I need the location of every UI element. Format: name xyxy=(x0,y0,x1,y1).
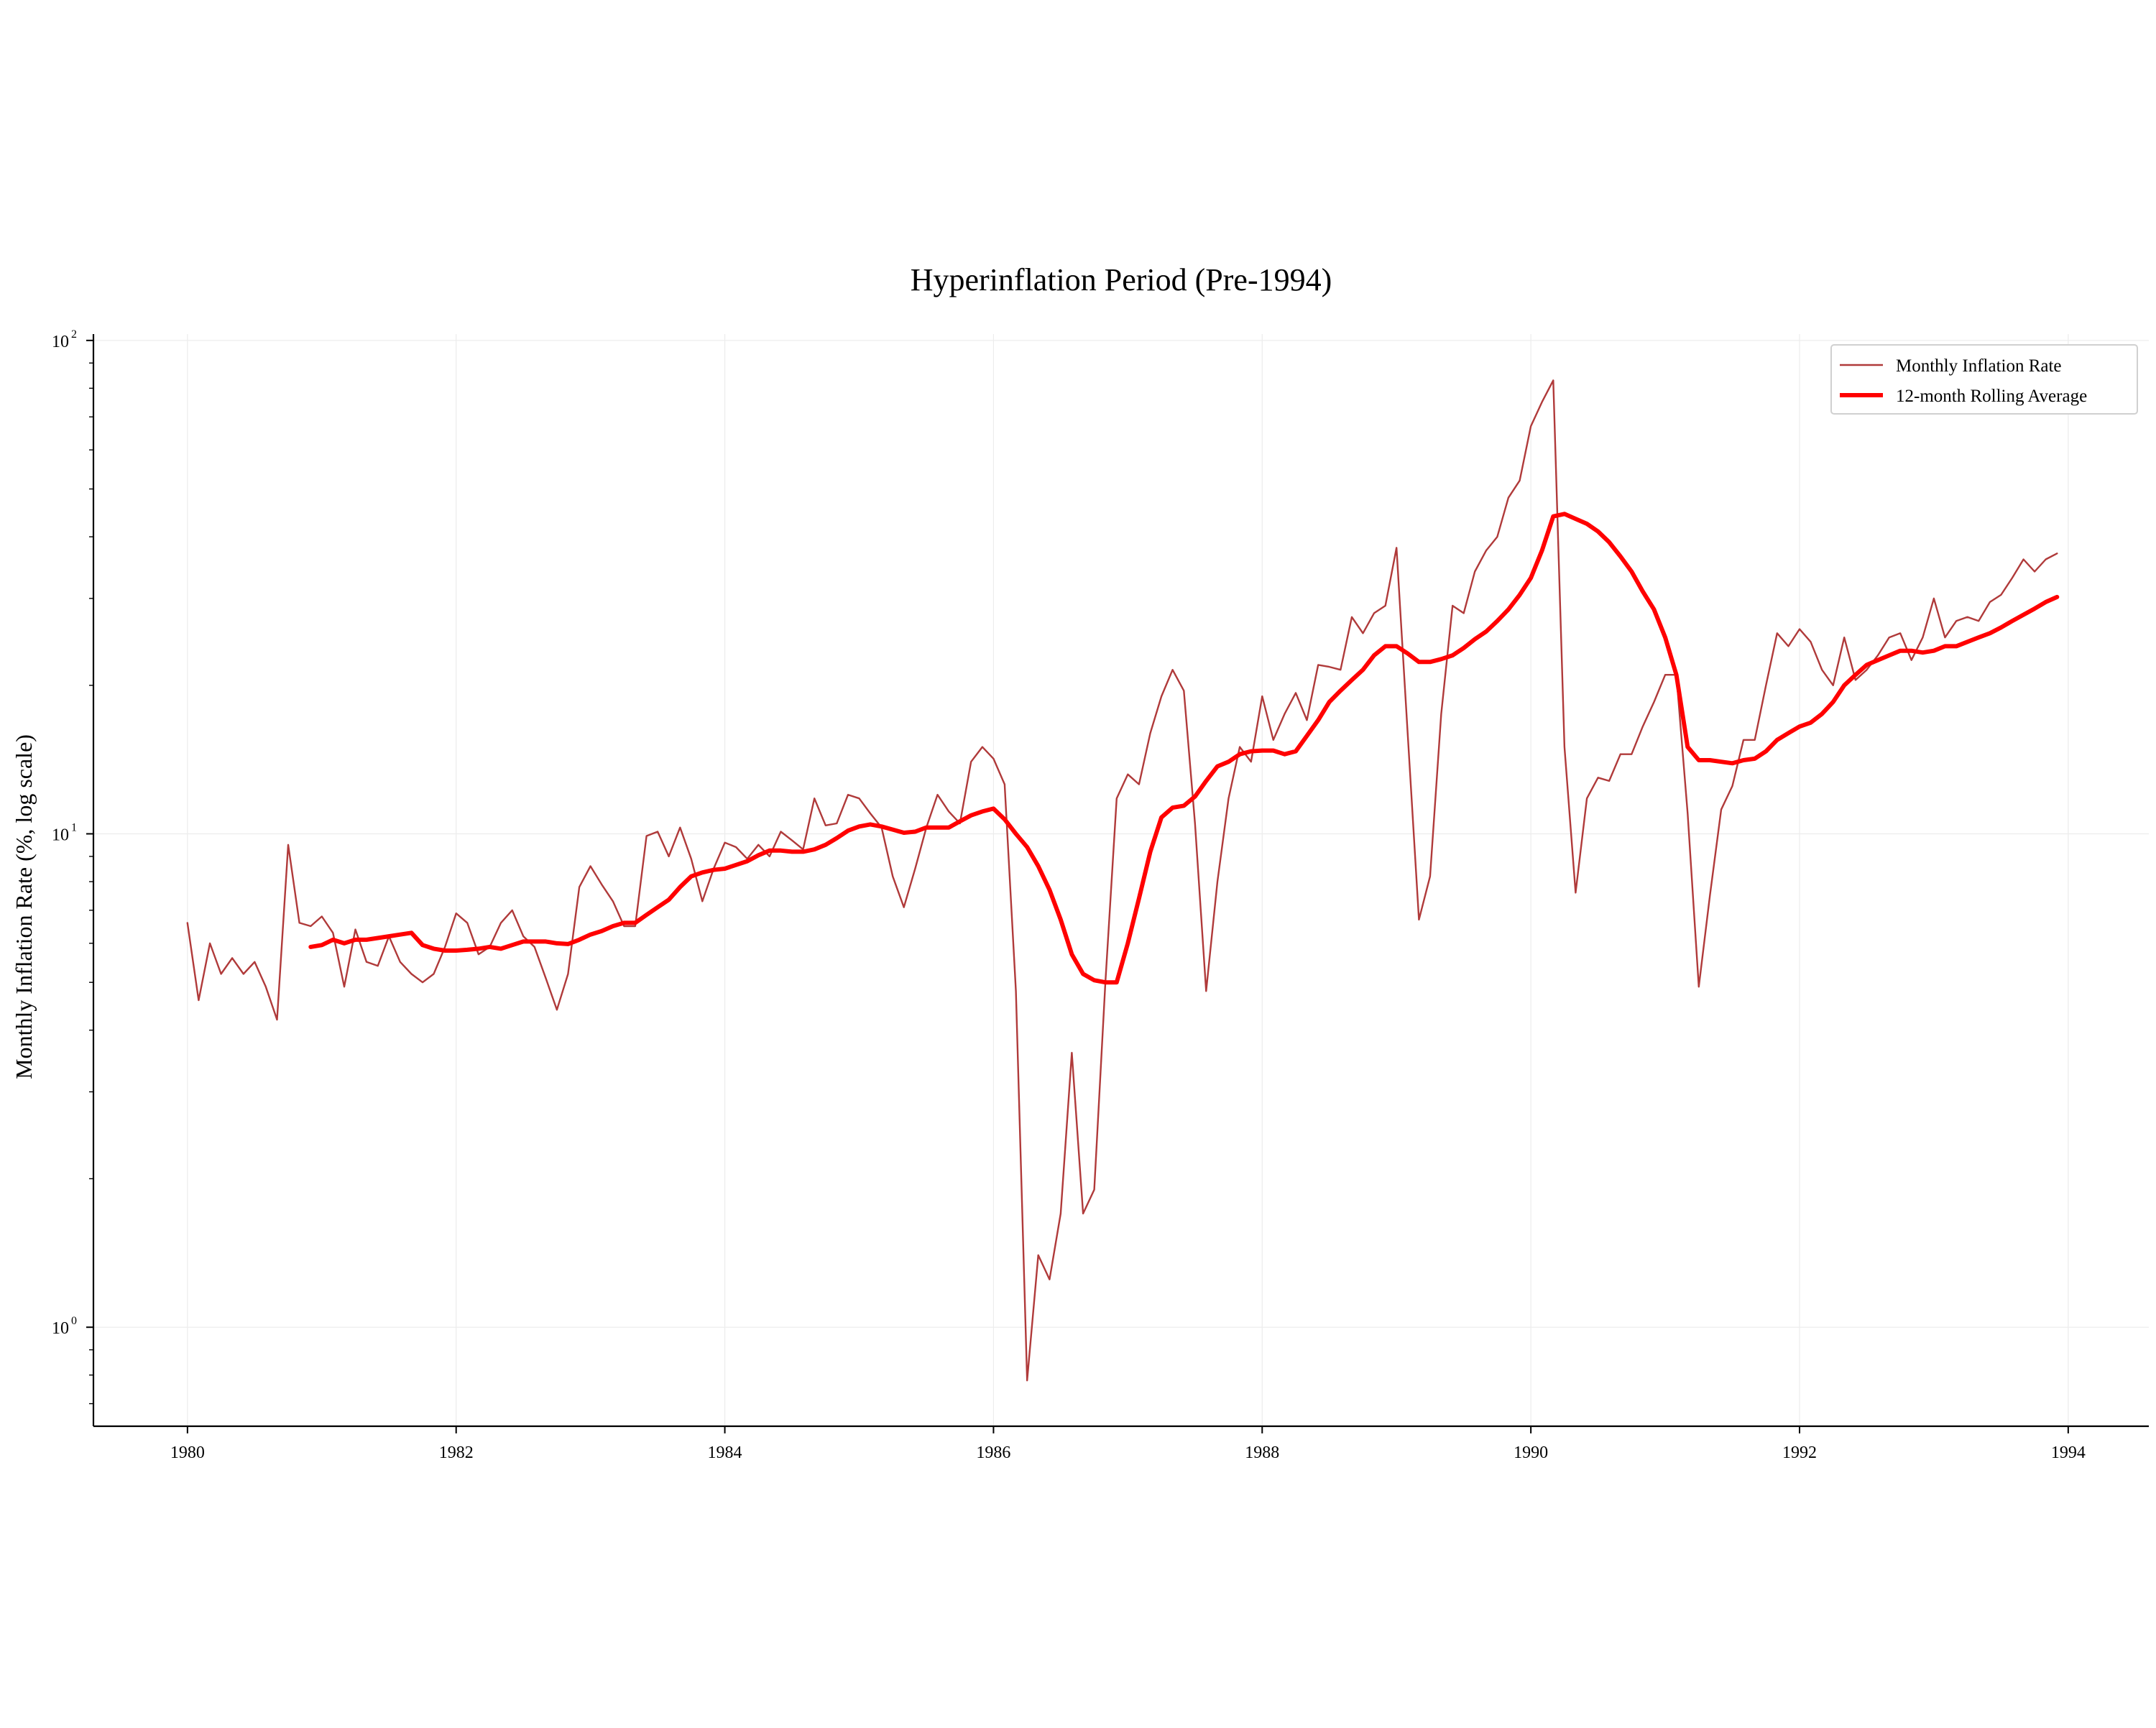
x-tick-label: 1988 xyxy=(1245,1443,1279,1462)
x-tick-label: 1990 xyxy=(1514,1443,1548,1462)
y-tick-label: 10 xyxy=(52,826,69,845)
legend-box xyxy=(1830,344,2138,415)
series-line-rolling-average xyxy=(308,512,2060,985)
series-line-monthly xyxy=(186,379,2058,1382)
y-tick-exponent: 1 xyxy=(71,822,77,834)
x-tick-label: 1982 xyxy=(439,1443,474,1462)
x-tick-label: 1994 xyxy=(2051,1443,2086,1462)
y-axis-label: Monthly Inflation Rate (%, log scale) xyxy=(11,734,37,1079)
y-tick-label: 10 xyxy=(52,1319,69,1338)
x-tick-label: 1992 xyxy=(1782,1443,1817,1462)
grid xyxy=(93,334,2149,1426)
y-tick-exponent: 0 xyxy=(71,1315,77,1327)
legend: Monthly Inflation Rate 12-month Rolling A… xyxy=(1830,344,2138,415)
legend-label-rolling-average: 12-month Rolling Average xyxy=(1896,387,2087,406)
x-tick-label: 1986 xyxy=(976,1443,1010,1462)
x-tick-label: 1984 xyxy=(708,1443,742,1462)
y-tick-exponent: 2 xyxy=(71,328,77,341)
legend-label-monthly: Monthly Inflation Rate xyxy=(1896,356,2062,376)
chart-title: Hyperinflation Period (Pre-1994) xyxy=(911,262,1332,297)
x-tick-label: 1980 xyxy=(170,1443,205,1462)
series-lines xyxy=(186,379,2060,1382)
y-tick-label: 10 xyxy=(52,333,69,351)
